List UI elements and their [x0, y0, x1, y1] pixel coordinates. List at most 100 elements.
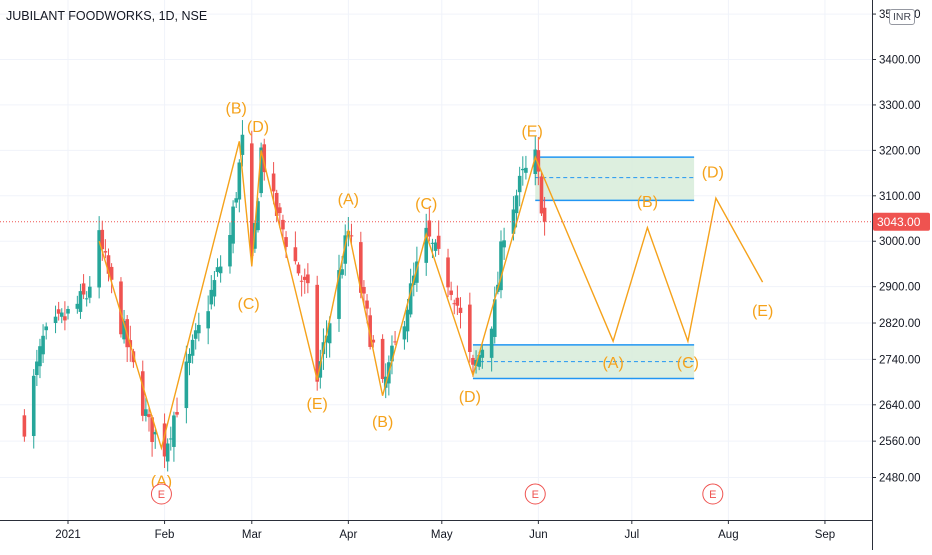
wave-label: (E) [307, 396, 328, 413]
candle-body [22, 415, 27, 437]
wave-label: (B) [372, 414, 393, 431]
wave-label: (D) [459, 389, 481, 406]
candle-body [119, 281, 123, 335]
last-price-badge [873, 212, 930, 231]
wave-label: (C) [677, 355, 699, 372]
wave-label: (E) [752, 303, 773, 320]
candle-body [228, 235, 232, 267]
candle-body [63, 316, 67, 321]
candle-body [278, 207, 282, 214]
candle-body [218, 266, 223, 274]
x-tick-label: Sep [815, 529, 835, 541]
candle-body [455, 297, 460, 306]
candle-body [524, 167, 528, 173]
candle-body [35, 361, 39, 376]
candle-body [100, 229, 105, 250]
candle-body [405, 309, 410, 332]
candle-body [44, 326, 48, 331]
candle-body [502, 240, 506, 248]
candle-body [408, 283, 413, 315]
candle-body [327, 323, 332, 344]
candle-body [318, 361, 323, 378]
candle-body [380, 338, 385, 379]
candle-body [477, 354, 481, 367]
y-tick-label: 3100.00 [879, 191, 921, 203]
y-tick-label: 2640.00 [879, 400, 921, 412]
candle-body [231, 206, 235, 244]
candle-body [184, 361, 189, 409]
wave-line [98, 141, 764, 451]
candle-body [302, 276, 307, 280]
candle-body [240, 134, 245, 155]
x-tick-label: Jun [529, 529, 548, 541]
wave-label: (A) [602, 355, 623, 372]
candle-body [468, 304, 472, 352]
candle-body [262, 144, 267, 173]
candle-body [150, 417, 154, 443]
chart-title: JUBILANT FOODWORKS, 1D, NSE [6, 9, 208, 23]
candle-body [88, 286, 92, 298]
candle-body [371, 339, 376, 343]
earnings-marker[interactable] [150, 483, 172, 505]
candle-body [346, 231, 351, 237]
candle-body [59, 312, 64, 317]
candle-body [168, 438, 173, 440]
candle-body [349, 235, 354, 237]
y-tick-label: 3300.00 [879, 100, 921, 112]
candle-body [147, 414, 151, 418]
wave-label: (E) [521, 123, 542, 140]
wave-label: (B) [637, 194, 658, 211]
y-tick-label: 3000.00 [879, 236, 921, 248]
earnings-label: E [709, 489, 716, 501]
candle-body [140, 371, 145, 416]
candle-body [75, 303, 80, 309]
wave-label: (B) [226, 101, 247, 118]
y-tick-label: 2560.00 [879, 436, 921, 448]
candle-body [175, 412, 179, 415]
wave-label: (A) [338, 192, 359, 209]
wave-label: (C) [415, 196, 437, 213]
candle-body [299, 280, 304, 282]
y-tick-label: 2820.00 [879, 318, 921, 330]
candle-body [122, 320, 126, 340]
earnings-marker[interactable] [524, 483, 546, 505]
candle-body [359, 242, 363, 293]
candle-body [281, 219, 285, 230]
candle-body [106, 255, 111, 274]
earnings-label: E [532, 489, 539, 501]
candle-body [66, 308, 70, 314]
candle-body [38, 346, 42, 367]
candle-body [215, 267, 220, 272]
candle-body [165, 443, 170, 462]
candle-body [480, 349, 485, 358]
candle-body [536, 150, 541, 172]
y-tick-label: 3200.00 [879, 145, 921, 157]
candle-body [249, 143, 254, 256]
candle-body [449, 290, 453, 295]
candle-body [41, 335, 45, 355]
candle-body [84, 298, 89, 300]
candle-body [424, 227, 429, 263]
candle-body [324, 335, 329, 343]
candle-body [542, 207, 547, 222]
candle-body [315, 284, 319, 382]
candle-body [539, 176, 544, 214]
wave-label: (C) [238, 296, 260, 313]
x-tick-label: Mar [242, 529, 262, 541]
candle-body [471, 357, 475, 365]
candle-body [190, 339, 195, 356]
earnings-marker[interactable] [702, 483, 724, 505]
candle-body [458, 307, 463, 314]
candle-body [340, 269, 344, 275]
candle-body [499, 241, 503, 291]
currency-button[interactable]: INR [889, 9, 916, 25]
candle-body [390, 345, 394, 362]
y-tick-label: 2900.00 [879, 282, 921, 294]
candle-body [193, 330, 198, 339]
candle-body [430, 242, 435, 244]
candle-body [296, 264, 301, 274]
candle-body [78, 291, 83, 312]
